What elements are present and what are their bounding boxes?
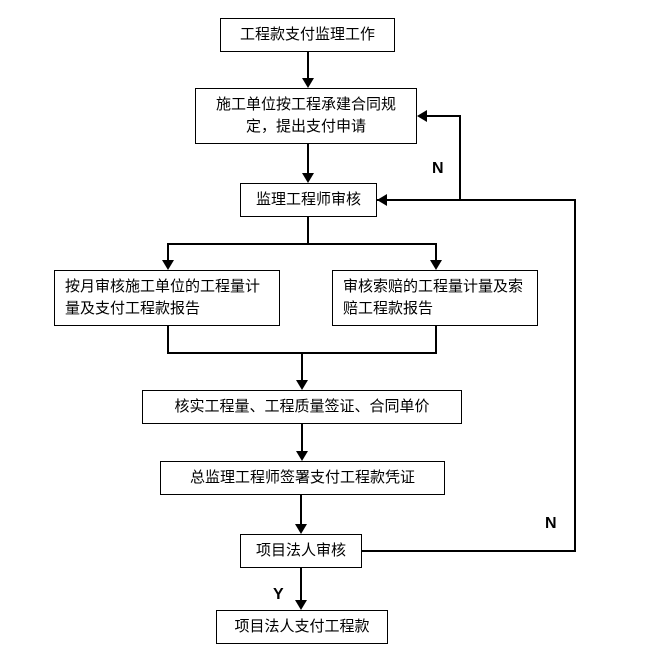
node-label: 审核索赔的工程量计量及索赔工程款报告 — [343, 276, 527, 321]
edge — [435, 326, 437, 354]
node-supervisor-review: 监理工程师审核 — [240, 183, 377, 217]
edge-label-y: Y — [273, 586, 284, 604]
arrow-down-icon — [295, 600, 307, 610]
edge — [574, 199, 576, 552]
node-owner-pay: 项目法人支付工程款 — [216, 610, 388, 644]
edge — [362, 550, 576, 552]
node-start: 工程款支付监理工作 — [220, 18, 395, 52]
node-label: 监理工程师审核 — [256, 189, 361, 212]
edge-label-n2: N — [545, 515, 557, 533]
edge — [167, 326, 169, 354]
edge — [301, 424, 303, 453]
arrow-down-icon — [295, 524, 307, 534]
arrow-left-icon — [377, 194, 387, 206]
edge — [307, 52, 309, 80]
edge — [459, 115, 461, 201]
arrow-down-icon — [302, 173, 314, 183]
arrow-left-icon — [417, 110, 427, 122]
node-label: 施工单位按工程承建合同规定，提出支付申请 — [206, 94, 406, 139]
node-claim-review: 审核索赔的工程量计量及索赔工程款报告 — [332, 270, 538, 326]
node-chief-sign: 总监理工程师签署支付工程款凭证 — [160, 461, 445, 495]
node-monthly-review: 按月审核施工单位的工程量计量及支付工程款报告 — [54, 270, 280, 326]
node-owner-review: 项目法人审核 — [240, 534, 362, 568]
node-label: 总监理工程师签署支付工程款凭证 — [190, 467, 415, 490]
edge — [300, 495, 302, 526]
edge — [167, 243, 437, 245]
node-apply: 施工单位按工程承建合同规定，提出支付申请 — [195, 88, 417, 144]
edge — [307, 144, 309, 175]
arrow-down-icon — [296, 451, 308, 461]
edge — [307, 217, 309, 245]
node-label: 项目法人审核 — [256, 540, 346, 563]
edge — [427, 115, 461, 117]
edge-label-n1: N — [432, 160, 444, 178]
node-verify: 核实工程量、工程质量签证、合同单价 — [142, 390, 462, 424]
edge — [387, 199, 576, 201]
node-label: 按月审核施工单位的工程量计量及支付工程款报告 — [65, 276, 269, 321]
arrow-down-icon — [296, 380, 308, 390]
edge — [300, 568, 302, 602]
arrow-down-icon — [430, 260, 442, 270]
arrow-down-icon — [162, 260, 174, 270]
edge — [301, 352, 303, 382]
node-label: 核实工程量、工程质量签证、合同单价 — [174, 396, 429, 419]
node-label: 工程款支付监理工作 — [240, 24, 375, 47]
arrow-down-icon — [302, 78, 314, 88]
node-label: 项目法人支付工程款 — [234, 616, 369, 639]
